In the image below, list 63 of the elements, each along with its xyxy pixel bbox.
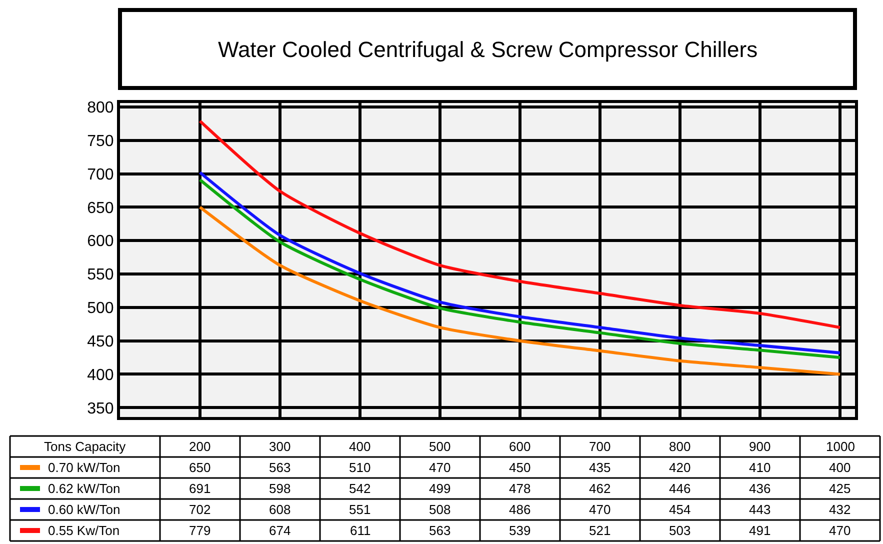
legend-label: 0.70 kW/Ton: [48, 460, 120, 475]
y-tick-label: 550: [87, 266, 114, 284]
data-label: 563: [429, 523, 451, 538]
data-label: 436: [749, 481, 771, 496]
line-series: [198, 206, 842, 376]
y-tick-label: 700: [87, 166, 114, 184]
data-label: 462: [589, 481, 611, 496]
legend-label: 0.62 kW/Ton: [48, 481, 120, 496]
data-label: 611: [350, 523, 371, 538]
data-label: 608: [269, 502, 291, 517]
x-tick-label: 500: [429, 439, 451, 454]
data-label: 410: [749, 460, 771, 475]
data-label: 539: [509, 523, 531, 538]
data-label: 551: [349, 502, 371, 517]
chart-title: Water Cooled Centrifugal & Screw Compressor Chillers: [218, 37, 758, 62]
data-label: 503: [669, 523, 691, 538]
y-tick-label: 400: [87, 366, 114, 384]
x-tick-label: 200: [189, 439, 211, 454]
y-tick-label: 500: [87, 300, 114, 318]
data-label: 470: [429, 460, 451, 475]
data-label: 446: [669, 481, 691, 496]
data-label: 443: [749, 502, 771, 517]
data-label: 478: [509, 481, 531, 496]
x-tick-label: 700: [589, 439, 611, 454]
x-tick-label: 600: [509, 439, 531, 454]
data-label: 470: [589, 502, 611, 517]
data-label: 486: [509, 502, 531, 517]
data-label: 650: [189, 460, 211, 475]
x-tick-label: 300: [269, 439, 291, 454]
data-label: 521: [589, 523, 611, 538]
x-axis-title: Tons Capacity: [44, 439, 126, 454]
y-tick-label: 750: [87, 133, 114, 150]
data-label: 691: [189, 481, 211, 496]
data-label: 432: [829, 502, 851, 517]
data-label: 598: [269, 481, 291, 496]
data-label: 454: [669, 502, 691, 517]
data-label: 563: [269, 460, 291, 475]
data-label: 674: [269, 523, 291, 538]
data-label: 491: [749, 523, 771, 538]
y-tick-label: 800: [87, 100, 114, 117]
x-tick-label: 400: [349, 439, 371, 454]
data-label: 450: [509, 460, 531, 475]
data-label: 400: [829, 460, 851, 475]
data-label: 425: [829, 481, 851, 496]
data-label: 702: [189, 502, 211, 517]
x-tick-label: 800: [669, 439, 691, 454]
data-label: 779: [189, 523, 211, 538]
data-label: 470: [829, 523, 851, 538]
y-tick-label: 450: [87, 333, 114, 350]
legend-label: 0.55 Kw/Ton: [48, 523, 120, 538]
data-label: 510: [349, 460, 371, 475]
data-label: 508: [429, 502, 451, 517]
data-label: 435: [589, 460, 611, 475]
legend-label: 0.60 kW/Ton: [48, 502, 120, 517]
data-label: 542: [349, 481, 371, 496]
y-tick-label: 600: [87, 233, 114, 250]
y-tick-label: 650: [87, 200, 114, 217]
y-tick-label: 350: [87, 400, 114, 418]
line-series: [198, 120, 842, 329]
x-tick-label: 900: [749, 439, 771, 454]
data-label: 420: [669, 460, 691, 475]
x-tick-label: 1000: [826, 439, 855, 454]
data-label: 499: [429, 481, 451, 496]
